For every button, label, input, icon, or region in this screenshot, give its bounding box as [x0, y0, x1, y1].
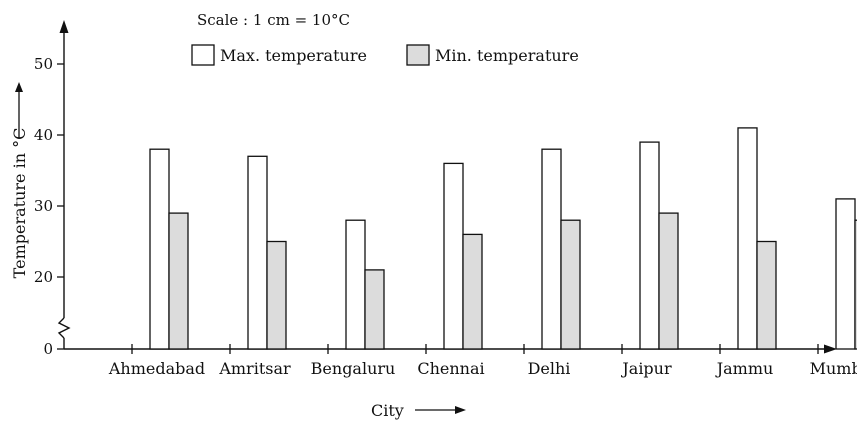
y-ticks: 0 20 30 40 50 — [34, 55, 64, 358]
bar-max-temperature — [247, 155, 268, 350]
x-axis-title-group: City — [371, 401, 466, 420]
y-tick-label: 30 — [34, 197, 53, 215]
y-tick-label: 20 — [34, 268, 53, 286]
bar-min-temperature — [168, 212, 189, 350]
bar-max-temperature — [149, 148, 170, 350]
x-tick-label: Bengaluru — [311, 359, 396, 378]
legend: Max. temperature Min. temperature — [191, 44, 579, 66]
x-tick-label: Mumbai — [810, 359, 857, 378]
x-ticks: Ahmedabad Amritsar Bengaluru Chennai Delhi Ja… — [108, 344, 857, 378]
x-tick-label: Jammu — [715, 359, 774, 378]
bar-min-temperature — [462, 233, 483, 350]
y-axis-title-arrow-icon — [15, 82, 23, 92]
bar-max-temperature — [835, 198, 856, 350]
x-tick-label: Amritsar — [218, 359, 291, 378]
legend-swatch-min — [406, 44, 430, 66]
y-axis-arrow-icon — [59, 20, 69, 33]
legend-swatch-max — [191, 44, 215, 66]
x-tick-label: Ahmedabad — [108, 359, 205, 378]
x-axis: Ahmedabad Amritsar Bengaluru Chennai Delhi Ja… — [64, 344, 857, 378]
bar-min-temperature — [854, 219, 857, 350]
bar-min-temperature — [658, 212, 679, 350]
bar-max-temperature — [541, 148, 562, 350]
legend-label-max: Max. temperature — [220, 46, 367, 65]
y-tick-label: 0 — [43, 340, 53, 358]
y-axis-title: Temperature in °C — [10, 128, 29, 279]
x-axis-title-arrow-icon — [455, 406, 466, 414]
y-axis: 0 20 30 40 50 — [34, 20, 71, 358]
y-axis-break — [57, 317, 71, 339]
bar-max-temperature — [345, 219, 366, 350]
y-tick-label: 40 — [34, 126, 53, 144]
y-tick-label: 50 — [34, 55, 53, 73]
x-axis-arrow-icon — [824, 344, 837, 354]
bar-min-temperature — [364, 269, 385, 350]
x-tick-label: Jaipur — [620, 359, 672, 378]
scale-note: Scale : 1 cm = 10°C — [197, 11, 350, 29]
x-tick-label: Chennai — [417, 359, 484, 378]
x-tick-label: Delhi — [528, 359, 571, 378]
legend-label-min: Min. temperature — [435, 46, 579, 65]
bar-min-temperature — [756, 240, 777, 350]
x-axis-title: City — [371, 401, 404, 420]
bar-max-temperature — [443, 162, 464, 350]
y-axis-title-group: Temperature in °C — [10, 82, 29, 278]
bars — [149, 127, 857, 350]
bar-max-temperature — [737, 127, 758, 350]
bar-min-temperature — [560, 219, 581, 350]
bar-min-temperature — [266, 240, 287, 350]
bar-max-temperature — [639, 141, 660, 350]
